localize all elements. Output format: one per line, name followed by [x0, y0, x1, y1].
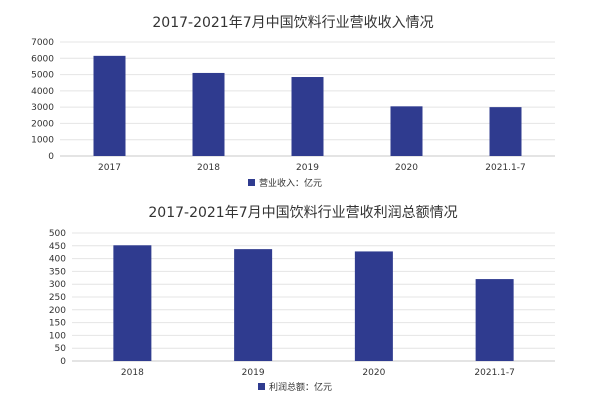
bar — [113, 245, 152, 361]
chart1-revenue: 0 1000 2000 3000 4000 5000 6000 7000 2017 2018 201… — [31, 38, 555, 189]
legend-label: 利润总额：亿元 — [269, 381, 332, 393]
y-tick-label: 200 — [49, 306, 66, 316]
y-tick-label: 150 — [49, 319, 66, 329]
x-tick-label: 2020 — [362, 368, 385, 378]
bar — [192, 72, 225, 156]
bar — [234, 249, 273, 361]
chart2-title: 2017-2021年7月中国饮料行业营收利润总额情况 — [148, 205, 457, 221]
bar — [390, 106, 423, 156]
y-tick-label: 450 — [49, 242, 66, 252]
chart2-profit: 0 50 100 150 200 250 300 350 400 450 500 2018 2019 20… — [49, 229, 555, 393]
bar — [489, 107, 522, 156]
x-tick-label: 2019 — [296, 163, 319, 173]
y-tick-label: 100 — [49, 331, 66, 341]
y-tick-label: 500 — [49, 229, 66, 239]
y-tick-label: 6000 — [31, 54, 54, 64]
x-tick-label: 2017 — [98, 163, 121, 173]
y-tick-label: 5000 — [31, 71, 54, 81]
bar — [291, 77, 324, 156]
y-tick-label: 3000 — [31, 103, 54, 113]
y-tick-label: 300 — [49, 280, 66, 290]
y-tick-label: 400 — [49, 255, 66, 265]
chart1-title: 2017-2021年7月中国饮料行业营收收入情况 — [152, 15, 433, 31]
legend-swatch — [258, 383, 265, 390]
y-tick-label: 50 — [55, 344, 67, 354]
y-tick-label: 1000 — [31, 136, 54, 146]
y-tick-label: 250 — [49, 293, 66, 303]
bar — [475, 279, 514, 361]
bar — [93, 55, 126, 156]
x-tick-label: 2021.1-7 — [485, 163, 525, 173]
y-tick-label: 350 — [49, 267, 66, 277]
y-tick-label: 4000 — [31, 87, 54, 97]
y-tick-label: 0 — [48, 152, 54, 162]
legend-swatch — [248, 179, 255, 186]
y-tick-label: 2000 — [31, 119, 54, 129]
legend-label: 营业收入：亿元 — [259, 177, 322, 189]
x-tick-label: 2020 — [395, 163, 418, 173]
x-tick-label: 2018 — [121, 368, 144, 378]
y-tick-label: 7000 — [31, 38, 54, 48]
bar — [354, 251, 393, 361]
x-tick-label: 2019 — [242, 368, 265, 378]
y-tick-label: 0 — [60, 357, 66, 367]
x-tick-label: 2018 — [197, 163, 220, 173]
x-tick-label: 2021.1-7 — [474, 368, 514, 378]
